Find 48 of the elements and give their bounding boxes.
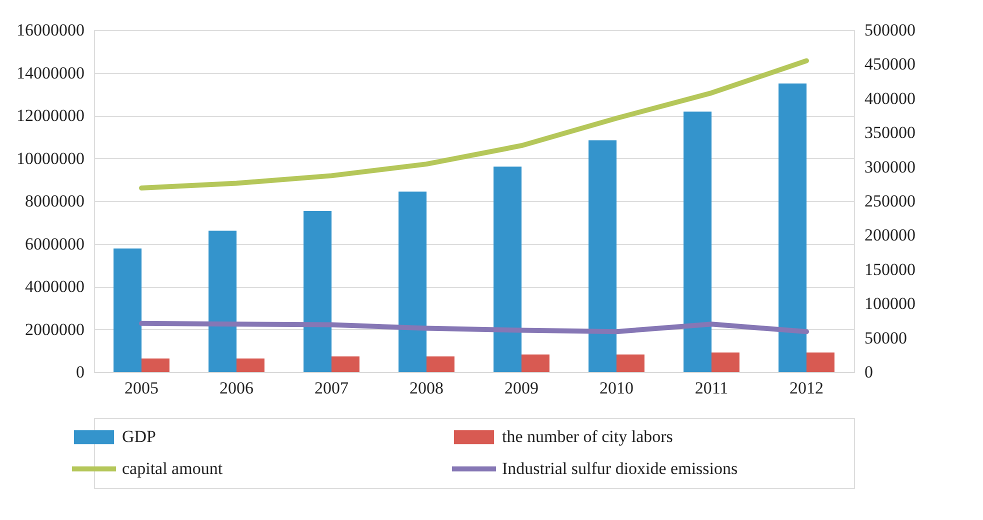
y-tick-label: 14000000 <box>16 63 84 82</box>
x-tick-label: 2010 <box>600 378 634 398</box>
y2-tick-label: 0 <box>864 362 873 382</box>
x-tick-label: 2005 <box>124 378 158 398</box>
bar <box>711 352 740 372</box>
x-tick-label: 2011 <box>694 378 728 398</box>
y2-tick-label: 100000 <box>864 294 916 314</box>
x-tick-label: 2008 <box>410 378 444 398</box>
bar <box>494 166 522 372</box>
bar <box>588 140 617 372</box>
y2-tick-label: 200000 <box>864 226 916 245</box>
y2-tick-label: 150000 <box>864 260 916 279</box>
x-tick-label: 2007 <box>314 378 349 398</box>
bar <box>521 354 550 372</box>
y2-tick-label: 500000 <box>864 20 916 40</box>
bar <box>141 358 170 372</box>
bar <box>778 83 807 372</box>
bar <box>398 192 427 372</box>
y2-tick-label: 400000 <box>864 88 916 108</box>
y-tick-label: 6000000 <box>25 234 84 254</box>
y-tick-label: 12000000 <box>16 106 84 125</box>
y-tick-label: 0 <box>76 362 84 382</box>
bar <box>236 358 264 372</box>
legend-label: Industrial sulfur dioxide emissions <box>502 458 738 478</box>
y2-tick-label: 300000 <box>864 157 916 176</box>
y-tick-label: 10000000 <box>16 148 84 168</box>
y2-tick-label: 250000 <box>864 192 916 210</box>
bar <box>616 354 644 372</box>
legend-label: the number of city labors <box>502 427 673 446</box>
bar <box>114 248 142 372</box>
x-tick-label: 2012 <box>790 378 824 398</box>
y-tick-label: 16000000 <box>16 20 84 40</box>
legend-label: GDP <box>122 427 156 446</box>
bar <box>426 356 454 372</box>
bar <box>208 230 237 372</box>
y-tick-label: 8000000 <box>25 192 84 210</box>
y2-tick-label: 50000 <box>864 328 907 348</box>
y-tick-label: 4000000 <box>25 277 84 296</box>
bar <box>806 352 834 372</box>
bar <box>304 211 332 372</box>
y2-tick-label: 450000 <box>864 54 916 74</box>
x-tick-label: 2006 <box>220 378 254 398</box>
y2-tick-label: 350000 <box>864 123 916 142</box>
bar <box>331 356 360 372</box>
y-tick-label: 2000000 <box>25 320 84 339</box>
legend-label: capital amount <box>122 458 223 478</box>
x-tick-label: 2009 <box>504 378 538 398</box>
bar <box>684 112 712 372</box>
